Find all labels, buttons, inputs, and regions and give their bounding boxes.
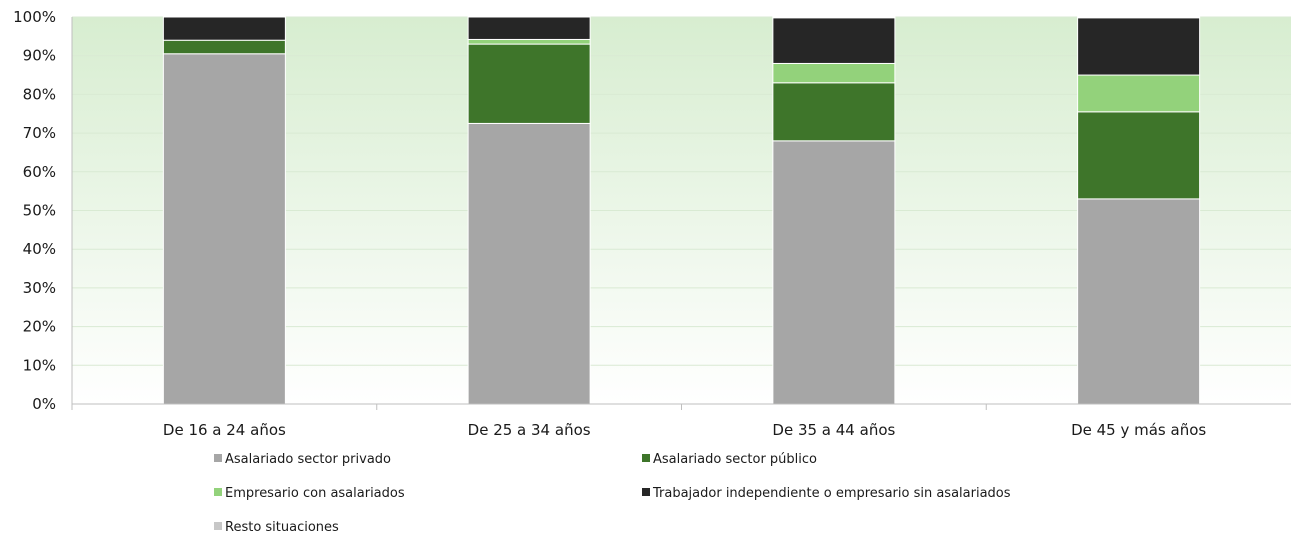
legend-label: Empresario con asalariados xyxy=(225,486,405,501)
y-axis: 0% 10% 20% 30% 40% 50% 60% 70% 80% 90% 100% xyxy=(13,8,73,413)
legend-label: Asalariado sector público xyxy=(653,452,817,467)
legend: Asalariado sector privado Asalariado sect… xyxy=(214,452,1011,535)
bar-segment xyxy=(1077,111,1201,200)
x-axis: De 16 a 24 años De 25 a 34 años De 35 a 44… xyxy=(71,403,1291,439)
y-tick-label: 70% xyxy=(23,124,56,142)
legend-label: Trabajador independiente o empresario si… xyxy=(652,486,1011,501)
bar-segment xyxy=(162,39,286,55)
legend-swatch xyxy=(214,522,222,530)
bar-segment xyxy=(467,122,591,405)
y-tick-label: 100% xyxy=(13,8,56,26)
y-tick-label: 90% xyxy=(23,47,56,65)
bar-segment xyxy=(1077,74,1201,113)
bar-segment xyxy=(772,140,896,405)
y-tick-label: 80% xyxy=(23,85,56,103)
bar-segment xyxy=(772,82,896,142)
y-tick-label: 10% xyxy=(23,356,56,374)
y-tick-label: 50% xyxy=(23,202,56,220)
bar-segment xyxy=(467,43,591,124)
x-category-label: De 45 y más años xyxy=(1071,421,1206,439)
bar-segment xyxy=(162,53,286,405)
y-tick-label: 40% xyxy=(23,240,56,258)
bar-segment xyxy=(772,17,896,64)
x-category-label: De 16 a 24 años xyxy=(163,421,286,439)
y-tick-label: 60% xyxy=(23,163,56,181)
bar-segment xyxy=(772,62,896,84)
legend-label: Asalariado sector privado xyxy=(225,452,391,467)
bar-segment xyxy=(467,16,591,40)
x-category-label: De 35 a 44 años xyxy=(772,421,895,439)
y-tick-label: 20% xyxy=(23,318,56,336)
y-tick-label: 0% xyxy=(32,395,56,413)
legend-swatch xyxy=(642,454,650,462)
y-tick-label: 30% xyxy=(23,279,56,297)
legend-label: Resto situaciones xyxy=(225,520,339,535)
bars xyxy=(162,16,1201,405)
bar-segment xyxy=(467,38,591,45)
legend-swatch xyxy=(214,488,222,496)
bar-segment xyxy=(1077,17,1201,76)
bar-segment xyxy=(1077,16,1201,19)
bar-segment xyxy=(1077,198,1201,405)
x-category-label: De 25 a 34 años xyxy=(468,421,591,439)
bar-segment xyxy=(772,16,896,19)
bar-segment xyxy=(162,16,286,41)
legend-swatch xyxy=(214,454,222,462)
legend-swatch xyxy=(642,488,650,496)
